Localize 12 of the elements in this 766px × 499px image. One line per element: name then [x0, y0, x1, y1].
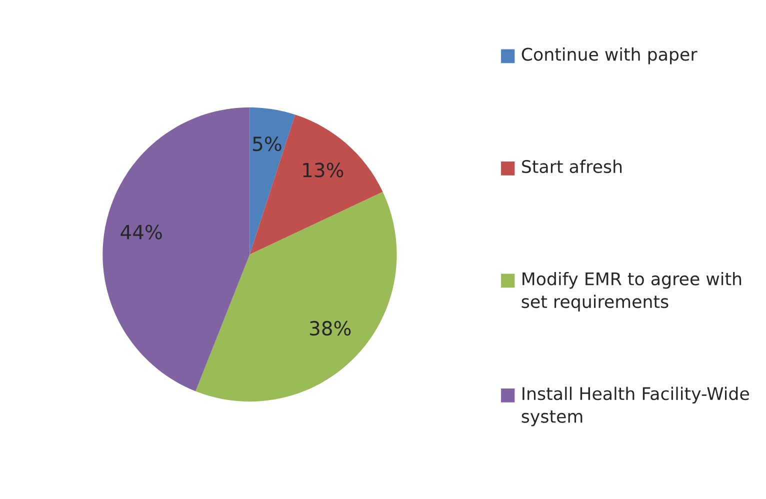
- data-label: 5%: [253, 136, 282, 152]
- legend-label: Modify EMR to agree with set requirements: [522, 272, 742, 312]
- pie-slice: [250, 114, 383, 254]
- legend-label: Continue with paper: [522, 47, 698, 64]
- legend-label: Start afresh: [522, 160, 622, 174]
- pie-slice: [250, 107, 296, 254]
- legend-label: Install Health Facility-Wide system: [522, 386, 749, 426]
- data-label: 44%: [120, 224, 162, 240]
- data-label: 38%: [310, 320, 351, 336]
- pie-slice: [196, 192, 397, 402]
- data-label: 13%: [303, 162, 344, 178]
- pie-slice: [102, 107, 250, 392]
